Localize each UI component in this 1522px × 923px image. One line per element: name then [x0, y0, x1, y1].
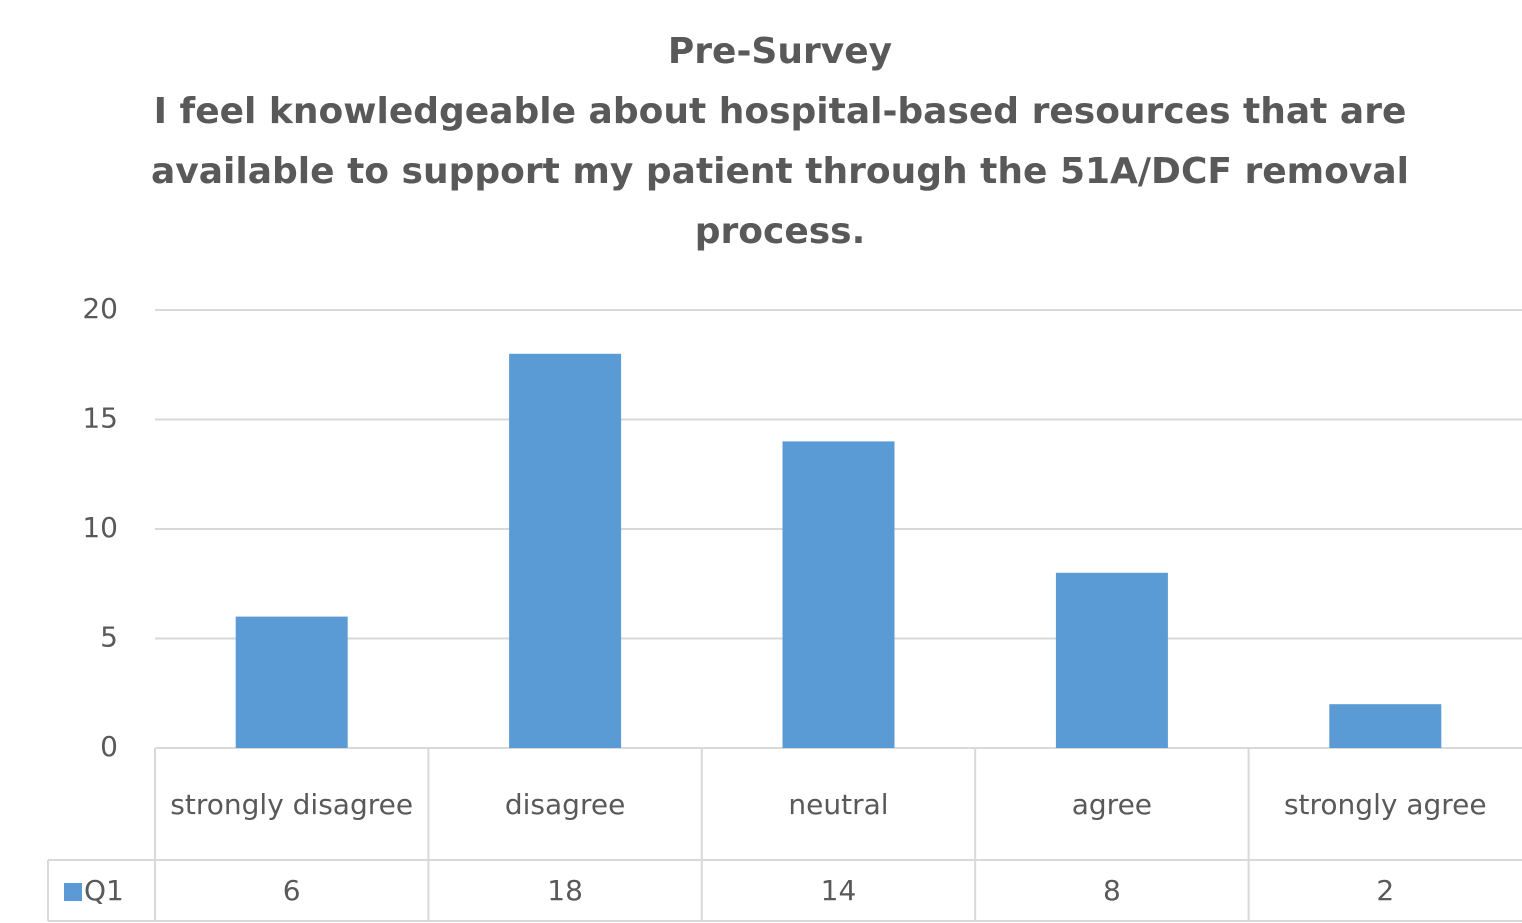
y-tick-label: 10 [82, 511, 118, 544]
y-tick-label: 20 [82, 292, 118, 325]
table-value: 6 [282, 873, 301, 907]
table-value: 14 [820, 873, 857, 907]
legend-label: Q1 [84, 873, 124, 907]
y-tick-label: 5 [100, 621, 118, 654]
x-tick-label: strongly disagree [170, 788, 414, 821]
bar [1055, 572, 1168, 748]
table-value: 2 [1376, 873, 1395, 907]
y-tick-label: 15 [82, 402, 118, 435]
x-tick-label: agree [1071, 788, 1153, 821]
table-value: 8 [1102, 873, 1121, 907]
y-tick-label: 0 [100, 730, 118, 763]
bar [235, 616, 348, 748]
bar [1329, 704, 1442, 748]
bar [782, 441, 895, 748]
table-value: 18 [547, 873, 583, 907]
x-tick-label: strongly agree [1283, 788, 1487, 821]
x-tick-label: disagree [504, 788, 626, 821]
x-tick-label: neutral [788, 788, 889, 821]
titles: Pre-Survey I feel knowledgeable about ho… [140, 22, 1420, 262]
chart-subtitle: I feel knowledgeable about hospital-base… [150, 91, 1409, 252]
bar [509, 353, 622, 748]
chart-title: Pre-Survey [667, 31, 893, 72]
legend-key [64, 883, 82, 901]
